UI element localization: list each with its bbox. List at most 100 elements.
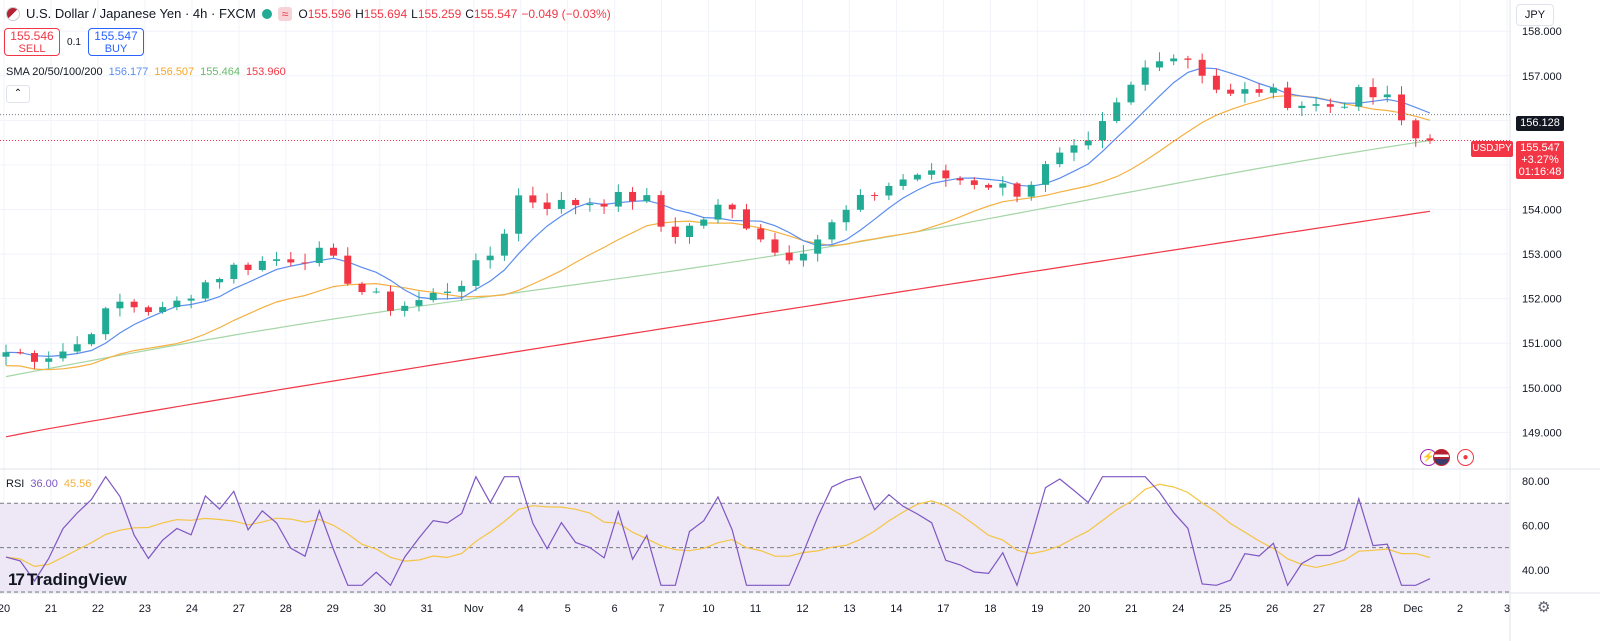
settings-gear-icon[interactable]: ⚙: [1537, 599, 1551, 616]
candle-body: [73, 344, 81, 352]
candle-body: [956, 178, 964, 181]
currency-selector[interactable]: JPY: [1516, 4, 1554, 26]
candle-body: [985, 184, 993, 188]
candle-body: [1170, 58, 1178, 62]
candle-body: [472, 260, 480, 286]
buy-label: BUY: [104, 43, 128, 55]
sell-label: SELL: [18, 43, 46, 55]
candle-body: [928, 170, 936, 175]
sell-price: 155.546: [10, 29, 54, 43]
candle-body: [657, 195, 665, 227]
candle-body: [728, 204, 736, 210]
sma-legend[interactable]: SMA 20/50/100/200 156.177 156.507 155.46…: [6, 66, 286, 78]
sma200-value: 153.960: [245, 66, 286, 78]
candle-body: [102, 308, 110, 335]
x-tick-label: 19: [1031, 603, 1043, 615]
candle-body: [871, 194, 879, 196]
candle-body: [486, 255, 494, 261]
candle-body: [187, 298, 195, 301]
candle-body: [201, 282, 209, 299]
candle-body: [144, 307, 152, 313]
last-price-tag: 155.547 +3.27% 01:16:48: [1516, 141, 1564, 179]
candle-body: [315, 247, 323, 264]
candle-body: [244, 264, 252, 270]
rsi-legend[interactable]: RSI 36.00 45.56: [6, 478, 91, 490]
candle-body: [401, 305, 409, 311]
x-tick-label: 27: [1313, 603, 1325, 615]
candle-body: [999, 183, 1007, 188]
x-tick-label: 3: [1504, 603, 1510, 615]
rsi-label: RSI: [6, 478, 25, 490]
candle-body: [643, 195, 651, 202]
candle-body: [1227, 89, 1235, 94]
candle-body: [842, 209, 850, 223]
rsi-value: 36.00: [30, 478, 58, 490]
candle-body: [970, 180, 978, 185]
candle-body: [173, 300, 181, 308]
candle-body: [287, 259, 295, 263]
candle-body: [1184, 58, 1192, 60]
x-tick-label: 5: [565, 603, 571, 615]
y-tick-label: 157.000: [1522, 71, 1562, 83]
candle-body: [1198, 59, 1206, 76]
candle-body: [1312, 104, 1320, 106]
x-tick-label: 14: [890, 603, 902, 615]
ohlc-values: O155.596 H155.694 L155.259 C155.547 −0.0…: [298, 7, 610, 21]
candle-body: [814, 239, 822, 254]
y-tick-label: 153.000: [1522, 249, 1562, 261]
wave-badge[interactable]: ≈: [277, 6, 293, 21]
candle-body: [828, 222, 836, 240]
us-flag-event-icon[interactable]: [1433, 449, 1450, 466]
rsi-ma-value: 45.56: [63, 478, 92, 490]
candle-body: [785, 252, 793, 261]
candle-body: [600, 203, 608, 207]
sell-button[interactable]: 155.546 SELL: [4, 28, 60, 56]
collapse-chevron-icon[interactable]: ⌃: [6, 85, 30, 103]
candle-body: [116, 301, 124, 309]
candle-body: [515, 195, 523, 234]
y-tick-label: 151.000: [1522, 338, 1562, 350]
candle-body: [1056, 152, 1064, 165]
candle-body: [557, 199, 565, 209]
candle-body: [1298, 105, 1306, 108]
candle-body: [1212, 75, 1220, 90]
candle-body: [301, 262, 309, 264]
sma100-value: 155.464: [200, 66, 240, 78]
sma50-line: [5, 95, 1431, 371]
chart-header: U.S. Dollar / Japanese Yen · 4h · FXCM ≈…: [6, 6, 611, 21]
us-flag-icon: [6, 6, 20, 21]
candle-body: [1042, 164, 1050, 185]
candle-body: [1284, 87, 1292, 108]
x-tick-label: 21: [1125, 603, 1137, 615]
x-tick-label: 17: [937, 603, 949, 615]
symbol-tag: USDJPY: [1471, 141, 1513, 157]
y-tick-label: 158.000: [1522, 26, 1562, 38]
record-icon[interactable]: ●: [1457, 449, 1474, 466]
x-tick-label: Dec: [1403, 603, 1423, 615]
x-tick-label: 22: [92, 603, 104, 615]
rsi-band: [0, 503, 1510, 592]
candle-body: [1326, 104, 1334, 107]
x-tick-label: 24: [1172, 603, 1184, 615]
candle-body: [614, 191, 622, 207]
symbol-title[interactable]: U.S. Dollar / Japanese Yen · 4h · FXCM: [26, 6, 256, 21]
candle-body: [386, 291, 394, 311]
rsi-tick-label: 80.00: [1522, 476, 1550, 488]
y-tick-label: 152.000: [1522, 294, 1562, 306]
x-tick-label: 23: [139, 603, 151, 615]
tradingview-mark: 17: [8, 570, 25, 589]
sma-label: SMA 20/50/100/200: [6, 66, 103, 78]
candle-body: [1269, 87, 1277, 93]
candle-body: [230, 264, 238, 279]
candle-body: [1241, 89, 1249, 94]
candle-body: [344, 255, 352, 284]
buy-button[interactable]: 155.547 BUY: [88, 28, 144, 56]
x-tick-label: 24: [186, 603, 198, 615]
market-status-icon[interactable]: [261, 8, 272, 19]
candle-body: [273, 259, 281, 261]
candle-body: [1426, 138, 1434, 141]
spread-value: 0.1: [67, 36, 81, 48]
candle-body: [1027, 184, 1035, 197]
candle-body: [45, 358, 53, 362]
